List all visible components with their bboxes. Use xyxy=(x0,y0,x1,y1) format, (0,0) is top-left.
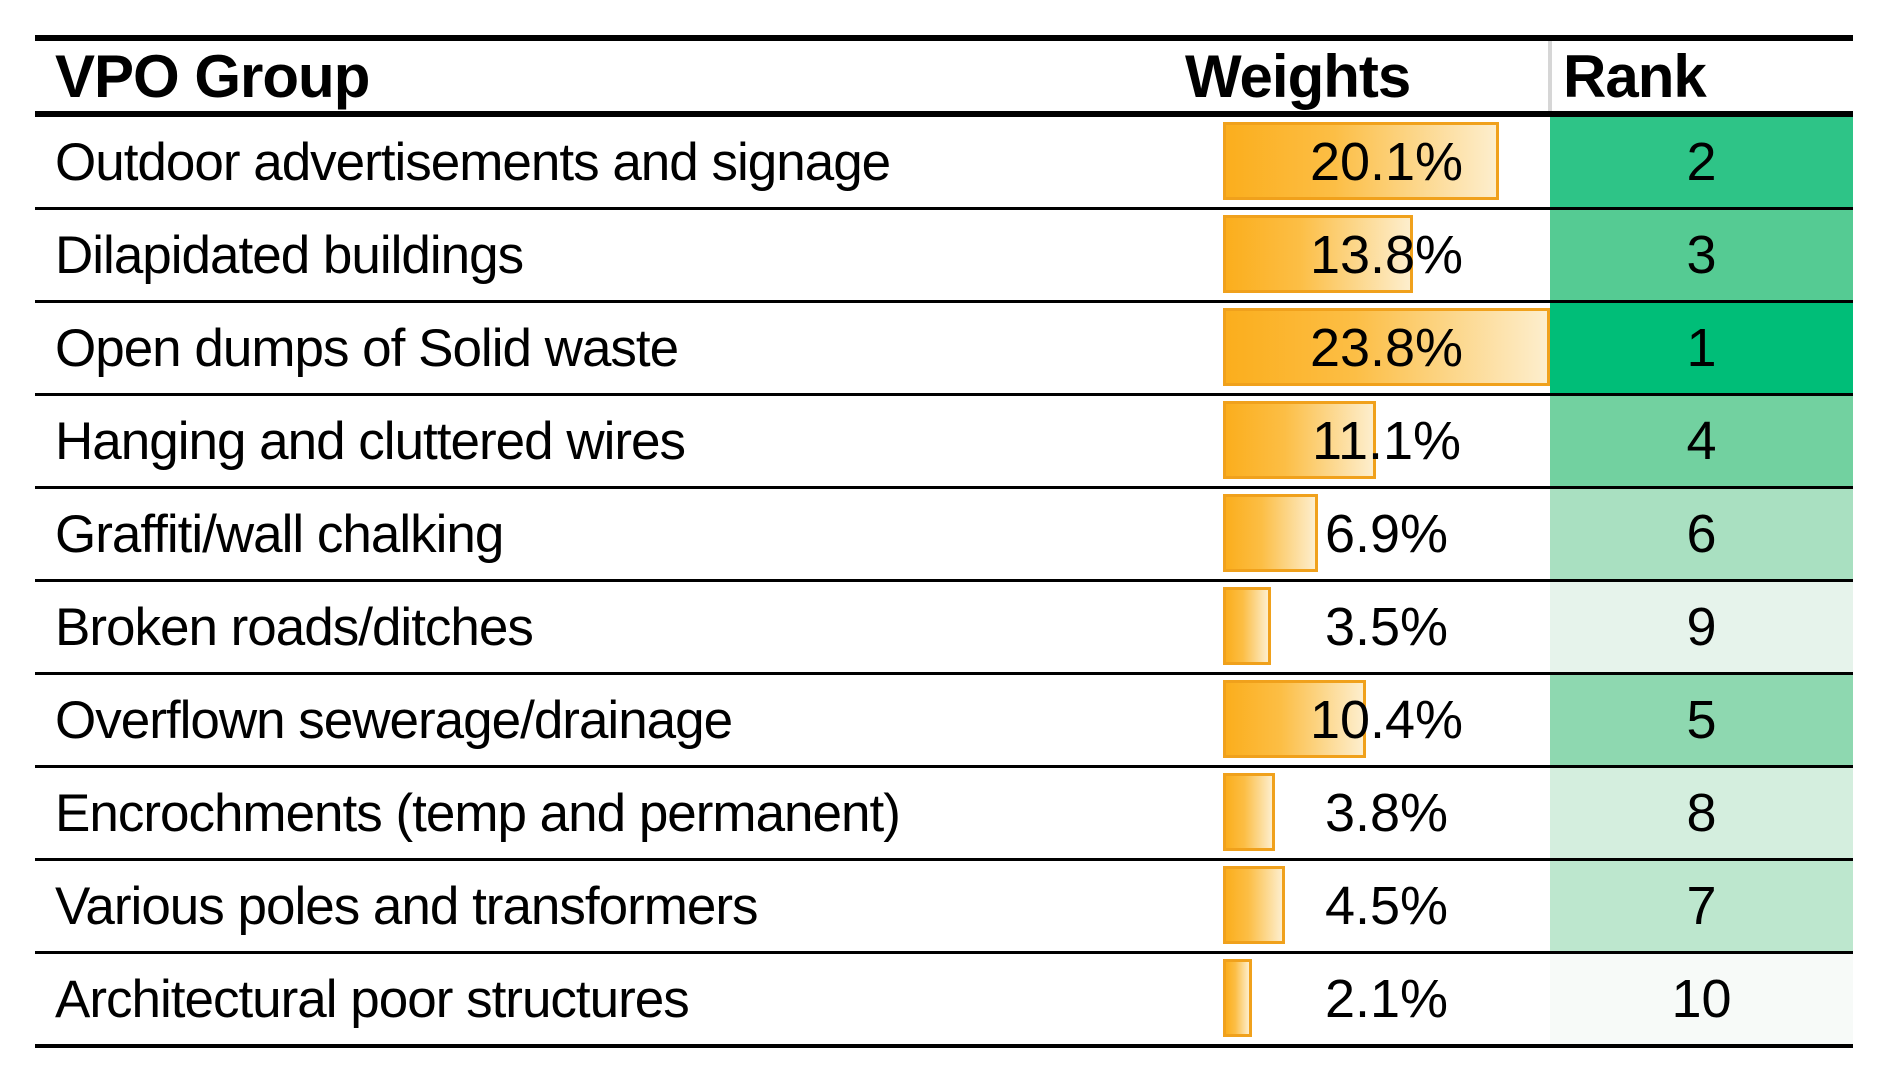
weight-databar xyxy=(1223,959,1252,1037)
weight-cell: 20.1% xyxy=(1190,117,1550,207)
table-row-6: Broken roads/ditches 3.5% 9 xyxy=(35,582,1853,675)
table-row-7: Overflown sewerage/drainage 10.4% 5 xyxy=(35,675,1853,768)
column-header-weights: Weights xyxy=(1185,42,1411,110)
table-top-rule xyxy=(35,35,1853,41)
weight-cell: 4.5% xyxy=(1190,861,1550,951)
column-header-vpo-group: VPO Group xyxy=(55,42,370,110)
table-row-9: Various poles and transformers 4.5% 7 xyxy=(35,861,1853,954)
table-row-5: Graffiti/wall chalking 6.9% 6 xyxy=(35,489,1853,582)
table-header-row: VPO Group Weights Rank xyxy=(35,41,1853,111)
weight-databar xyxy=(1223,122,1499,200)
vpo-group-cell: Dilapidated buildings xyxy=(55,225,524,285)
weight-value: 13.8% xyxy=(1309,225,1464,285)
vpo-group-cell: Broken roads/ditches xyxy=(55,597,534,657)
weight-databar xyxy=(1223,494,1318,572)
weight-cell: 23.8% xyxy=(1190,303,1550,393)
weight-cell: 2.1% xyxy=(1190,954,1550,1044)
weight-cell: 10.4% xyxy=(1190,675,1550,765)
rank-cell: 3 xyxy=(1550,210,1853,300)
table-row-10: Architectural poor structures 2.1% 10 xyxy=(35,954,1853,1044)
table-body: Outdoor advertisements and signage 20.1%… xyxy=(35,117,1853,1044)
header-bottom-rule xyxy=(35,111,1853,117)
weight-value: 3.8% xyxy=(1324,783,1449,843)
rank-cell: 4 xyxy=(1550,396,1853,486)
column-header-rank: Rank xyxy=(1563,42,1707,110)
weight-value: 4.5% xyxy=(1324,876,1449,936)
vpo-group-cell: Overflown sewerage/drainage xyxy=(55,690,733,750)
weight-databar xyxy=(1223,215,1413,293)
vpo-group-cell: Various poles and transformers xyxy=(55,876,759,936)
weight-cell: 3.8% xyxy=(1190,768,1550,858)
rank-cell: 6 xyxy=(1550,489,1853,579)
weight-databar xyxy=(1223,587,1271,665)
vpo-group-cell: Graffiti/wall chalking xyxy=(55,504,504,564)
vpo-group-cell: Open dumps of Solid waste xyxy=(55,318,679,378)
weight-databar xyxy=(1223,680,1366,758)
vpo-weights-table: VPO Group Weights Rank Outdoor advertise… xyxy=(35,35,1853,1048)
header-column-divider xyxy=(1548,41,1552,111)
table-row-8: Encrochments (temp and permanent) 3.8% 8 xyxy=(35,768,1853,861)
weight-databar xyxy=(1223,308,1550,386)
weight-value: 3.5% xyxy=(1324,597,1449,657)
weight-databar xyxy=(1223,401,1376,479)
rank-cell: 1 xyxy=(1550,303,1853,393)
table-row-3: Open dumps of Solid waste 23.8% 1 xyxy=(35,303,1853,396)
rank-cell: 9 xyxy=(1550,582,1853,672)
weight-cell: 3.5% xyxy=(1190,582,1550,672)
weight-cell: 6.9% xyxy=(1190,489,1550,579)
table-row-1: Outdoor advertisements and signage 20.1%… xyxy=(35,117,1853,210)
table-row-2: Dilapidated buildings 13.8% 3 xyxy=(35,210,1853,303)
vpo-group-cell: Architectural poor structures xyxy=(55,969,690,1029)
weight-value: 10.4% xyxy=(1309,690,1464,750)
weight-value: 11.1% xyxy=(1311,411,1462,471)
rank-cell: 7 xyxy=(1550,861,1853,951)
weight-value: 2.1% xyxy=(1324,969,1449,1029)
weight-cell: 13.8% xyxy=(1190,210,1550,300)
rank-cell: 2 xyxy=(1550,117,1853,207)
table-row-4: Hanging and cluttered wires 11.1% 4 xyxy=(35,396,1853,489)
weight-value: 6.9% xyxy=(1324,504,1449,564)
weight-value: 20.1% xyxy=(1309,132,1464,192)
vpo-group-cell: Encrochments (temp and permanent) xyxy=(55,783,901,843)
weight-value: 23.8% xyxy=(1309,318,1464,378)
weight-databar xyxy=(1223,866,1285,944)
rank-cell: 10 xyxy=(1550,954,1853,1044)
weight-databar xyxy=(1223,773,1275,851)
rank-cell: 5 xyxy=(1550,675,1853,765)
table-bottom-rule xyxy=(35,1044,1853,1048)
vpo-group-cell: Hanging and cluttered wires xyxy=(55,411,686,471)
rank-cell: 8 xyxy=(1550,768,1853,858)
weight-cell: 11.1% xyxy=(1190,396,1550,486)
vpo-group-cell: Outdoor advertisements and signage xyxy=(55,132,891,192)
